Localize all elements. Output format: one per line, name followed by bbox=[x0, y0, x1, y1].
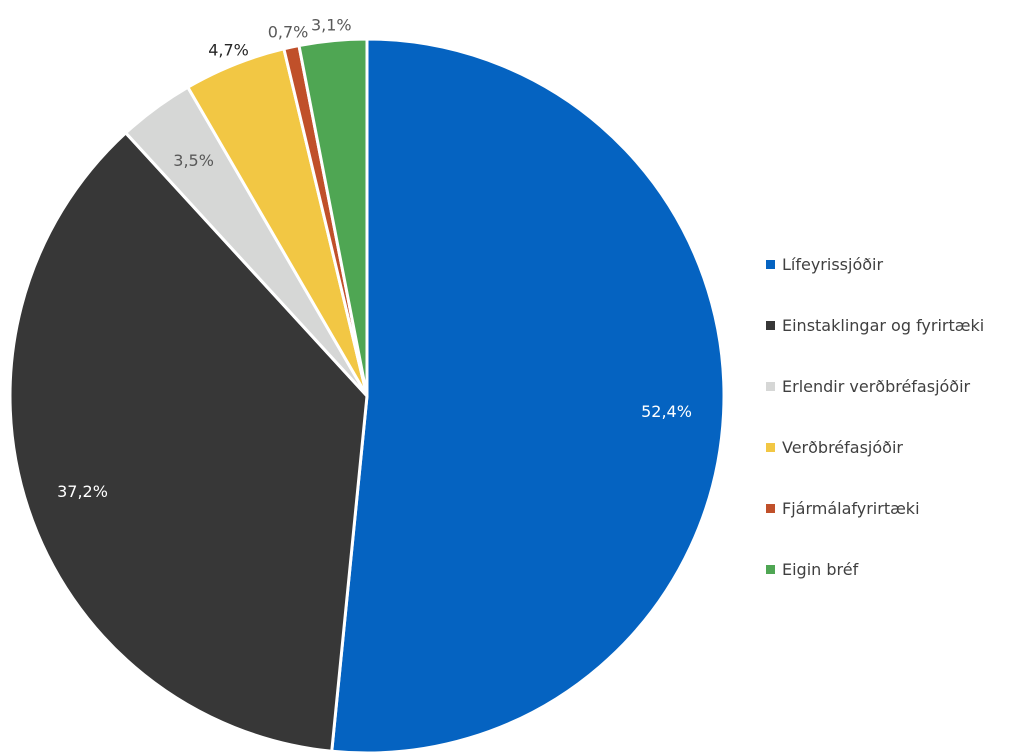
legend-label: Eigin bréf bbox=[782, 560, 858, 579]
legend-item-erlendir-verdbrefasjodir: Erlendir verðbréfasjóðir bbox=[766, 356, 1031, 417]
data-label-fjarmalafyrirtaeki: 0,7% bbox=[268, 22, 309, 41]
legend-item-lifeyrissjodir: Lífeyrissjóðir bbox=[766, 234, 1031, 295]
legend-swatch bbox=[766, 382, 775, 391]
legend-label: Lífeyrissjóðir bbox=[782, 255, 883, 274]
data-label-einstaklingar-og-fyrirtaeki: 37,2% bbox=[57, 482, 108, 501]
legend-item-eigin-bref: Eigin bréf bbox=[766, 539, 1031, 600]
legend-swatch bbox=[766, 321, 775, 330]
legend-label: Einstaklingar og fyrirtæki bbox=[782, 316, 984, 335]
pie-slice-lifeyrissjodir bbox=[332, 39, 724, 752]
legend-item-einstaklingar-og-fyrirtaeki: Einstaklingar og fyrirtæki bbox=[766, 295, 1031, 356]
legend-swatch bbox=[766, 260, 775, 269]
legend-label: Erlendir verðbréfasjóðir bbox=[782, 377, 970, 396]
legend-item-verdbrefasjodir: Verðbréfasjóðir bbox=[766, 417, 1031, 478]
data-label-eigin-bref: 3,1% bbox=[311, 16, 352, 35]
legend-swatch bbox=[766, 504, 775, 513]
data-label-erlendir-verdbrefasjodir: 3,5% bbox=[173, 151, 214, 170]
data-label-verdbrefasjodir: 4,7% bbox=[208, 41, 249, 60]
legend-swatch bbox=[766, 565, 775, 574]
legend-item-fjarmalafyrirtaeki: Fjármálafyrirtæki bbox=[766, 478, 1031, 539]
legend-label: Verðbréfasjóðir bbox=[782, 438, 903, 457]
legend: Lífeyrissjóðir Einstaklingar og fyrirtæki… bbox=[766, 234, 1031, 600]
legend-swatch bbox=[766, 443, 775, 452]
data-label-lifeyrissjodir: 52,4% bbox=[641, 402, 692, 421]
legend-label: Fjármálafyrirtæki bbox=[782, 499, 920, 518]
pie-slices bbox=[10, 39, 724, 752]
